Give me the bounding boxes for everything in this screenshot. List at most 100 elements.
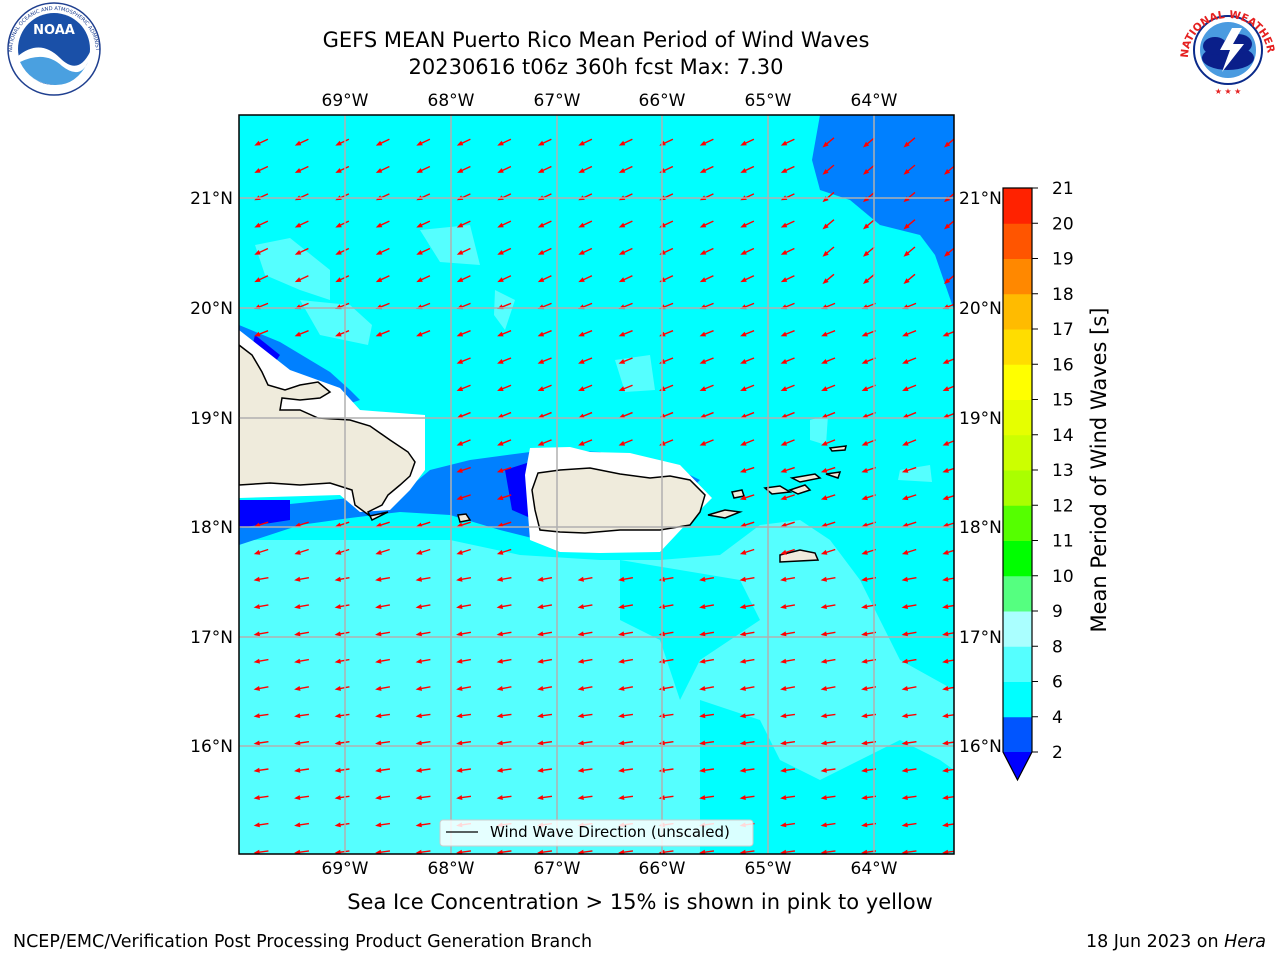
wind-arrow [780, 275, 795, 283]
colorbar-tick-label: 12 [1052, 496, 1074, 516]
st-thomas-island [763, 485, 793, 495]
wind-arrow [699, 767, 715, 773]
wind-arrow [578, 220, 593, 228]
wind-arrow [820, 767, 836, 773]
lon-label: 66°W [639, 91, 686, 111]
wind-arrow [416, 330, 431, 337]
wind-arrow [739, 686, 755, 691]
svg-text:NATIONAL WEATHER SERVICE: NATIONAL WEATHER SERVICE [0, 0, 1277, 58]
wind-arrow [901, 713, 917, 719]
wind-arrow [821, 384, 836, 391]
colorbar-band [1003, 681, 1032, 718]
wind-arrow [942, 576, 954, 582]
wind-arrow [375, 521, 390, 528]
lon-labels-bottom: 69°W 68°W 67°W 66°W 65°W 64°W [322, 859, 898, 879]
wind-arrow [901, 686, 917, 691]
wind-arrow [253, 548, 269, 555]
lat-label: 17°N [959, 628, 1002, 648]
wind-arrow [456, 439, 471, 446]
wind-arrow [537, 275, 552, 283]
wind-arrow [537, 247, 552, 255]
wind-arrow [780, 411, 795, 419]
wind-arrow [375, 686, 391, 691]
wind-arrow [618, 849, 634, 854]
wind-arrow [740, 247, 755, 255]
wind-arrow [294, 740, 310, 746]
culebra-island [731, 489, 745, 499]
colorbar-band [1003, 293, 1032, 330]
colorbar-tick-label: 11 [1052, 532, 1074, 552]
wind-arrow [578, 165, 593, 173]
wind-arrow [780, 494, 795, 501]
lon-label: 67°W [534, 91, 581, 111]
wind-arrow [780, 165, 795, 173]
wind-arrow [334, 740, 350, 746]
wind-arrow [780, 686, 796, 691]
wind-arrow [820, 604, 836, 609]
wind-arrow [456, 631, 472, 637]
wind-arrow [901, 548, 917, 555]
wind-arrow [577, 795, 593, 800]
wind-arrow [415, 576, 431, 582]
legend-label: Wind Wave Direction (unscaled) [490, 823, 730, 841]
wind-arrow [618, 411, 633, 419]
wind-arrow [375, 247, 390, 255]
wind-arrow [820, 822, 836, 828]
wind-arrow [334, 686, 350, 691]
wind-arrow [942, 686, 954, 691]
wind-arrow [294, 521, 309, 528]
wind-arrow [577, 740, 593, 746]
wind-arrow [334, 822, 350, 828]
wind-arrow [740, 384, 755, 391]
wind-arrow [253, 740, 269, 746]
wind-arrow [375, 767, 391, 773]
wind-arrow [618, 220, 633, 228]
footer-date: 18 Jun 2023 on Hera [1086, 932, 1266, 952]
wind-arrow [294, 822, 310, 828]
wind-arrow [901, 521, 917, 528]
wind-arrow [901, 822, 917, 828]
wind-arrow [294, 247, 309, 255]
wind-arrow [253, 849, 269, 854]
colorbar-tick-label: 13 [1052, 461, 1074, 481]
wind-arrow [253, 658, 269, 664]
wind-arrow [739, 494, 755, 501]
mona-island [457, 513, 472, 523]
wind-arrow [375, 740, 391, 746]
wind-arrow [740, 275, 755, 283]
colorbar-tick-label: 21 [1052, 179, 1074, 199]
wind-arrow [699, 220, 714, 228]
colorbar-bands [1003, 188, 1032, 753]
wind-arrow [901, 494, 917, 501]
wind-arrow [253, 521, 269, 528]
wind-arrow [335, 247, 350, 255]
lat-label: 20°N [959, 299, 1002, 319]
wind-arrow [740, 138, 755, 146]
wind-arrow [496, 494, 512, 501]
wind-arrow [375, 330, 390, 337]
wind-arrow [820, 849, 836, 854]
wind-arrow [821, 357, 836, 364]
wind-arrow [901, 795, 917, 800]
lat-label: 16°N [959, 737, 1002, 757]
wind-arrow [496, 521, 512, 528]
wind-arrow [618, 795, 634, 800]
wind-arrow [699, 275, 714, 283]
nws-logo: NATIONAL WEATHER SERVICE ★ ★ ★ [0, 0, 1277, 97]
wind-arrow [739, 631, 755, 637]
wind-arrow [415, 849, 431, 854]
wind-arrow [822, 273, 835, 284]
wind-arrow [497, 165, 512, 173]
wind-arrow [334, 713, 350, 719]
colorbar-extend-triangle [1003, 752, 1032, 780]
lat-labels-left: 21°N 20°N 19°N 18°N 17°N 16°N [190, 189, 233, 757]
wind-arrow [496, 849, 512, 854]
wind-arrow [497, 275, 512, 283]
wind-arrow [537, 767, 553, 773]
wind-arrow [618, 658, 634, 664]
wind-arrow [254, 165, 269, 173]
wind-arrow [820, 713, 836, 719]
wind-arrow [294, 220, 309, 228]
wind-arrow [821, 439, 836, 446]
gridlines [239, 115, 954, 854]
